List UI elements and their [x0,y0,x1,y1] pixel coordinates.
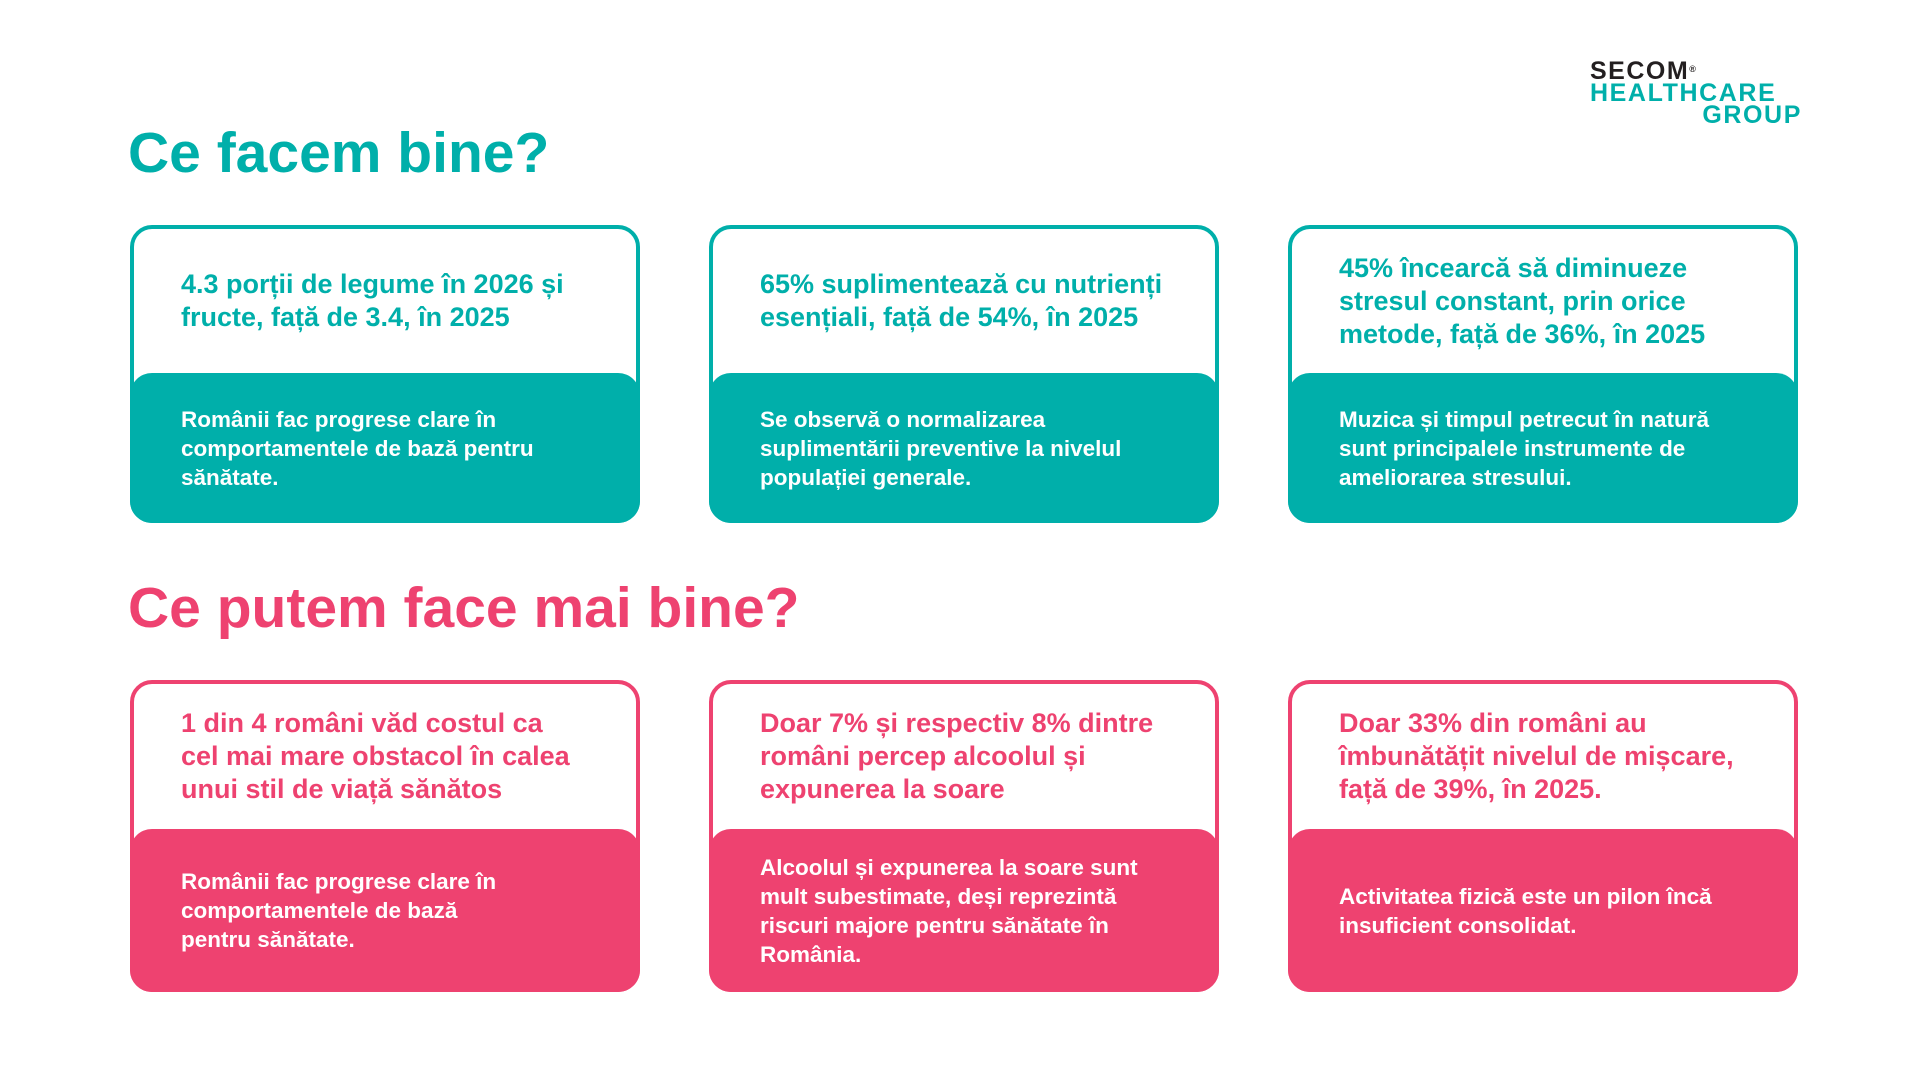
section-title-can-improve: Ce putem face mai bine? [128,576,800,640]
card-body-line: riscuri majore pentru sănătate în [760,912,1109,938]
card-headline-line: Doar 33% din români au [1339,708,1647,738]
card-headline-line: 65% suplimentează cu nutrienți [760,269,1163,299]
card-body-line: populației generale. [760,464,972,490]
card-headline: Doar 33% din români au îmbunătățit nivelu… [1292,684,1794,829]
card-body-line: România. [760,941,862,967]
section-title-doing-well: Ce facem bine? [128,121,550,185]
card-body-line: Se observă o normalizarea [760,406,1046,432]
card-body-line: Românii fac progrese clare în [181,406,497,432]
card-headline-line: 4.3 porții de legume în 2026 și [181,269,564,299]
card-headline: 65% suplimentează cu nutrienți esențiali,… [713,229,1215,373]
card-headline-line: esențiali, față de 54%, în 2025 [760,302,1139,332]
card-body-line: Activitatea fizică este un pilon încă [1339,883,1712,909]
card-body: Muzica și timpul petrecut în natură sunt … [1288,373,1798,523]
card-body-line: ameliorarea stresului. [1339,464,1572,490]
card-body: Românii fac progrese clare în comportamen… [130,373,640,523]
card-body-line: Românii fac progrese clare în [181,869,497,894]
card-body-line: Muzica și timpul petrecut în natură [1339,406,1710,432]
logo-healthcare: HEALTHCARE [1590,79,1777,107]
card-headline-line: 45% încearcă să diminueze [1339,252,1688,283]
info-card: 1 din 4 români văd costul ca cel mai mare… [130,680,640,992]
card-headline: 1 din 4 români văd costul ca cel mai mare… [134,684,636,829]
card-body-line: sănătate. [181,464,279,490]
info-card: Doar 33% din români au îmbunătățit nivelu… [1288,680,1798,992]
card-headline-line: 1 din 4 români văd costul ca [181,708,543,738]
card-headline-line: fructe, față de 3.4, în 2025 [181,302,510,332]
card-body: Activitatea fizică este un pilon încă ins… [1288,829,1798,992]
card-headline-line: metode, față de 36%, în 2025 [1339,318,1706,349]
card-body: Românii fac progrese clare în comportamen… [130,829,640,992]
card-headline-line: Doar 7% și respectiv 8% dintre [760,708,1154,738]
card-headline: 4.3 porții de legume în 2026 și fructe, f… [134,229,636,373]
logo-secom: SECOM [1590,57,1690,85]
card-body-line: mult subestimate, deși reprezintă [760,883,1117,909]
card-body-line: pentru sănătate. [181,927,355,952]
logo-registered-mark: ® [1689,64,1698,74]
info-card: 4.3 porții de legume în 2026 și fructe, f… [130,225,640,523]
secom-healthcare-group-logo: SECOM® HEALTHCARE GROUP [1590,57,1802,129]
card-headline-line: cel mai mare obstacol în calea [181,741,570,771]
card-headline-line: unui stil de viață sănătos [181,774,503,804]
card-body-line: sunt principalele instrumente de [1339,435,1686,461]
card-headline-line: îmbunătățit nivelul de mișcare, [1339,741,1734,771]
card-body-line: suplimentării preventive la nivelul [760,435,1122,461]
card-headline: 45% încearcă să diminueze stresul constan… [1292,229,1794,373]
card-headline-line: față de 39%, în 2025. [1339,774,1602,804]
card-headline: Doar 7% și respectiv 8% dintre români per… [713,684,1215,829]
card-body: Se observă o normalizarea suplimentării p… [709,373,1219,523]
card-body: Alcoolul și expunerea la soare sunt mult … [709,829,1219,992]
card-body-line: comportamentele de bază pentru [181,435,534,461]
card-body-line: insuficient consolidat. [1339,912,1577,938]
logo-group: GROUP [1702,101,1802,129]
card-headline-line: stresul constant, prin orice [1339,285,1686,316]
info-card: Doar 7% și respectiv 8% dintre români per… [709,680,1219,992]
card-headline-line: români percep alcoolul și [760,741,1086,771]
info-card: 65% suplimentează cu nutrienți esențiali,… [709,225,1219,523]
card-body-line: Alcoolul și expunerea la soare sunt [760,854,1138,880]
info-card: 45% încearcă să diminueze stresul constan… [1288,225,1798,523]
card-body-line: comportamentele de bază [181,898,458,923]
card-headline-line: expunerea la soare [760,774,1005,804]
